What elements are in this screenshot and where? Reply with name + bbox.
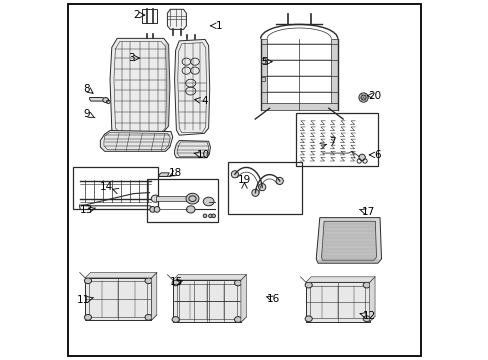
Ellipse shape <box>208 214 212 218</box>
Polygon shape <box>260 39 266 110</box>
Text: 14: 14 <box>100 182 113 192</box>
Ellipse shape <box>234 317 241 322</box>
Ellipse shape <box>305 316 312 321</box>
Polygon shape <box>100 131 172 151</box>
Bar <box>147 179 218 222</box>
Bar <box>177 284 236 319</box>
Polygon shape <box>260 103 337 110</box>
Text: 1: 1 <box>216 21 222 31</box>
Polygon shape <box>316 218 381 263</box>
Text: 19: 19 <box>237 175 251 185</box>
Polygon shape <box>174 140 210 158</box>
Text: 4: 4 <box>202 96 208 106</box>
Ellipse shape <box>185 193 199 204</box>
Bar <box>261 58 265 63</box>
Polygon shape <box>330 39 337 110</box>
Ellipse shape <box>144 278 152 284</box>
Text: 10: 10 <box>196 150 209 160</box>
Polygon shape <box>159 173 169 176</box>
Ellipse shape <box>305 282 312 288</box>
Text: 9: 9 <box>83 109 90 119</box>
Bar <box>142 9 157 23</box>
Bar <box>89 282 147 317</box>
Text: 18: 18 <box>169 168 182 178</box>
Text: 15: 15 <box>169 277 183 287</box>
Ellipse shape <box>151 195 160 202</box>
Ellipse shape <box>358 93 367 102</box>
Ellipse shape <box>358 154 365 161</box>
Polygon shape <box>172 275 246 280</box>
Polygon shape <box>89 98 104 101</box>
Bar <box>172 280 241 322</box>
Ellipse shape <box>363 282 369 288</box>
Polygon shape <box>305 277 374 282</box>
Ellipse shape <box>172 317 179 322</box>
Bar <box>85 278 151 320</box>
Ellipse shape <box>172 280 179 286</box>
Polygon shape <box>369 277 374 321</box>
Ellipse shape <box>84 278 91 284</box>
Ellipse shape <box>154 207 160 212</box>
Polygon shape <box>167 9 186 30</box>
Ellipse shape <box>186 206 195 213</box>
Ellipse shape <box>203 197 214 206</box>
Ellipse shape <box>363 316 369 321</box>
Ellipse shape <box>84 315 91 320</box>
Text: 13: 13 <box>80 206 93 216</box>
Ellipse shape <box>251 189 259 196</box>
Polygon shape <box>174 40 209 135</box>
Text: 12: 12 <box>362 311 375 321</box>
Ellipse shape <box>211 214 215 218</box>
Bar <box>309 286 365 318</box>
Text: 3: 3 <box>128 53 135 63</box>
Bar <box>228 162 301 214</box>
Text: 8: 8 <box>83 84 90 94</box>
Polygon shape <box>85 273 157 278</box>
Ellipse shape <box>149 207 155 212</box>
Ellipse shape <box>276 177 283 185</box>
Polygon shape <box>241 275 246 322</box>
Text: 5: 5 <box>261 57 267 67</box>
Text: 17: 17 <box>361 207 374 217</box>
Polygon shape <box>151 273 157 320</box>
Bar <box>296 113 378 166</box>
Ellipse shape <box>144 315 152 320</box>
Text: 16: 16 <box>266 294 279 304</box>
Ellipse shape <box>203 214 206 218</box>
Ellipse shape <box>234 280 241 286</box>
Text: 20: 20 <box>367 91 380 101</box>
Ellipse shape <box>258 184 265 191</box>
Bar <box>73 167 158 210</box>
Text: 7: 7 <box>328 138 335 147</box>
Ellipse shape <box>102 98 108 103</box>
Text: 6: 6 <box>373 150 380 160</box>
Polygon shape <box>321 221 376 261</box>
Text: 2: 2 <box>133 10 140 20</box>
Text: 11: 11 <box>77 295 90 305</box>
Bar <box>305 282 369 321</box>
Bar <box>261 77 265 81</box>
Polygon shape <box>110 39 169 134</box>
Polygon shape <box>155 196 198 201</box>
Ellipse shape <box>231 171 238 178</box>
